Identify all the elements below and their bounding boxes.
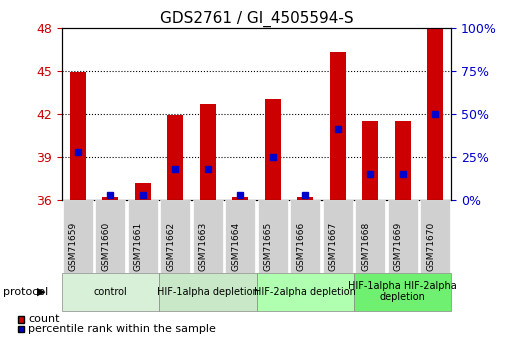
Text: GSM71667: GSM71667: [329, 221, 338, 271]
Text: GSM71665: GSM71665: [264, 221, 273, 271]
Bar: [102, 197, 119, 200]
Text: HIF-2alpha depletion: HIF-2alpha depletion: [254, 287, 356, 296]
Text: GSM71662: GSM71662: [166, 222, 175, 271]
Text: GSM71670: GSM71670: [426, 221, 435, 271]
Bar: [232, 197, 248, 200]
Text: GSM71664: GSM71664: [231, 222, 240, 271]
Bar: [427, 28, 443, 200]
Bar: [134, 183, 151, 200]
Text: GSM71660: GSM71660: [101, 221, 110, 271]
Text: GSM71668: GSM71668: [361, 221, 370, 271]
Text: HIF-1alpha HIF-2alpha
depletion: HIF-1alpha HIF-2alpha depletion: [348, 281, 457, 302]
Text: control: control: [93, 287, 127, 296]
Text: count: count: [28, 315, 60, 324]
Text: GSM71661: GSM71661: [134, 221, 143, 271]
Text: GDS2761 / GI_4505594-S: GDS2761 / GI_4505594-S: [160, 10, 353, 27]
Bar: [394, 121, 411, 200]
Bar: [70, 72, 86, 200]
Text: percentile rank within the sample: percentile rank within the sample: [28, 324, 216, 334]
Text: ▶: ▶: [37, 287, 46, 296]
Text: protocol: protocol: [3, 287, 48, 296]
Bar: [362, 121, 378, 200]
Bar: [265, 99, 281, 200]
Bar: [329, 52, 346, 200]
Text: GSM71663: GSM71663: [199, 221, 208, 271]
Text: GSM71669: GSM71669: [393, 221, 403, 271]
Bar: [167, 115, 183, 200]
Text: GSM71659: GSM71659: [69, 221, 78, 271]
Bar: [200, 104, 216, 200]
Text: HIF-1alpha depletion: HIF-1alpha depletion: [157, 287, 259, 296]
Text: GSM71666: GSM71666: [296, 221, 305, 271]
Bar: [297, 197, 313, 200]
